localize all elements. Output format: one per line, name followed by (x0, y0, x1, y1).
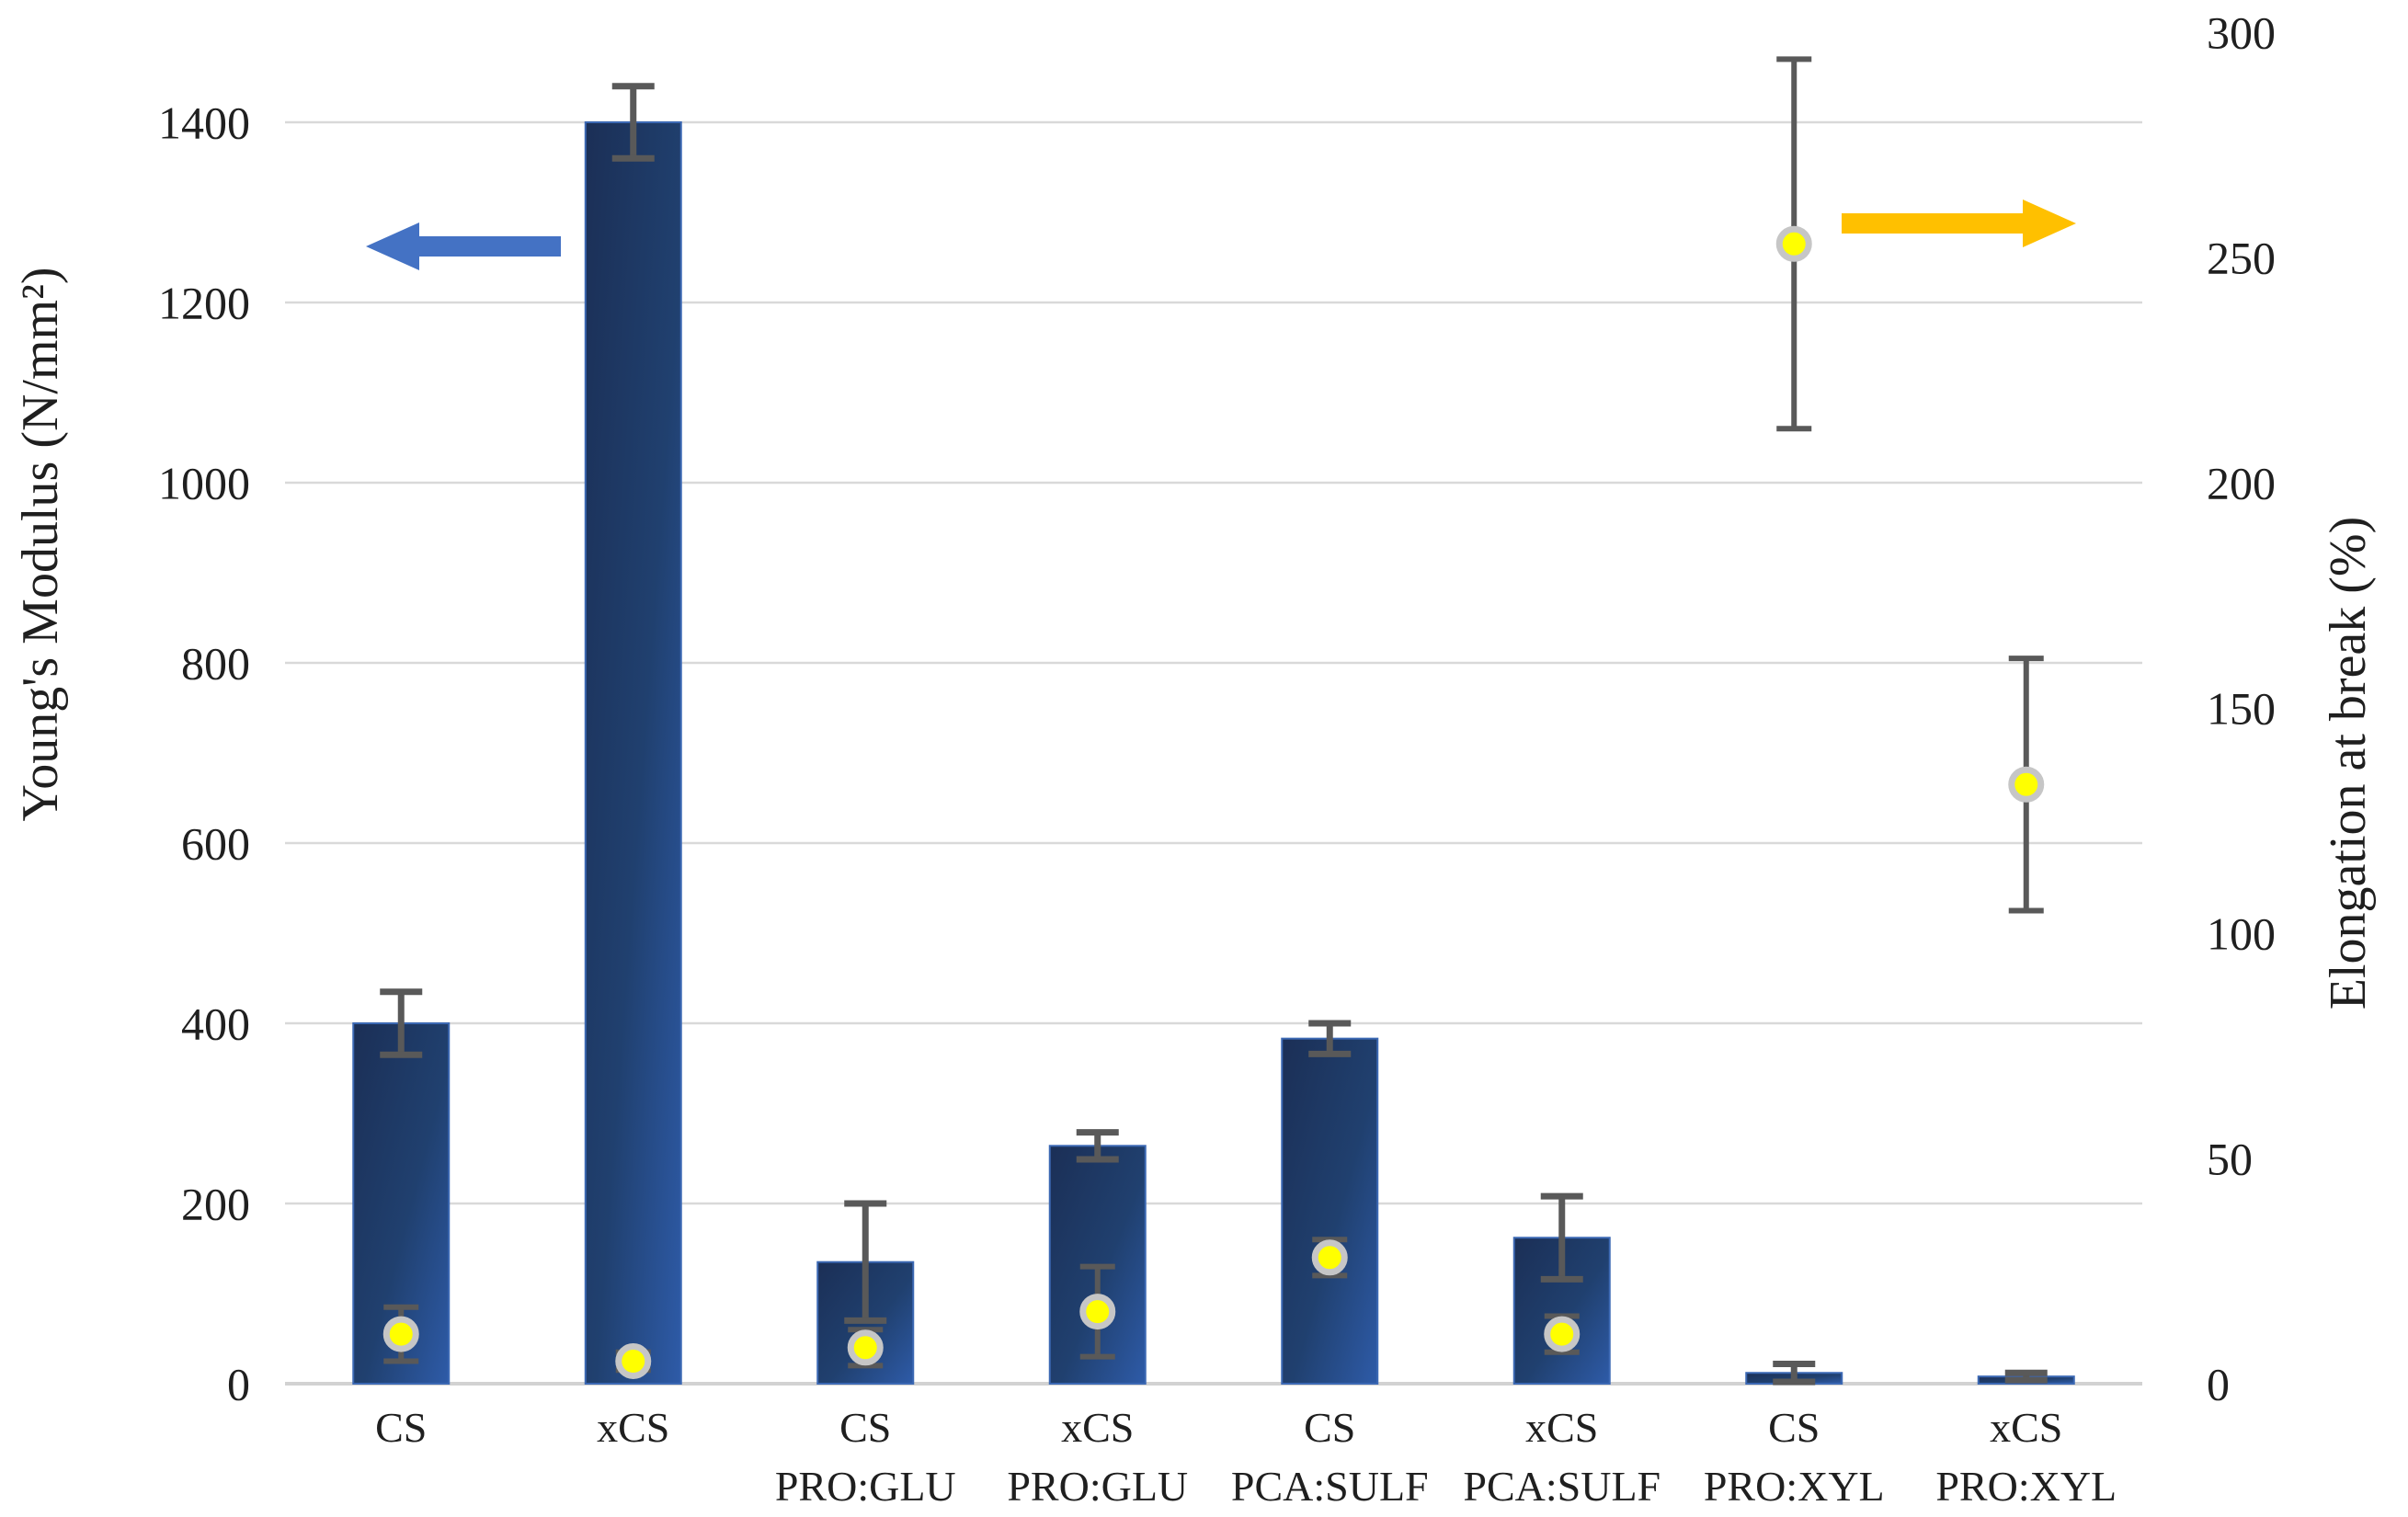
category-label-line2: PRO:XYL (1704, 1463, 1885, 1510)
right-axis-tick-label: 50 (2207, 1134, 2253, 1185)
young-modulus-bar-series (352, 83, 2075, 1386)
bar-cs-pca-sulf (1281, 1037, 1379, 1386)
marker-xcs (615, 1343, 652, 1379)
category-label-line1: xCS (1061, 1404, 1134, 1451)
left-axis-tick-label: 1400 (158, 97, 250, 149)
marker-cs-pro-xyl (1775, 225, 1812, 262)
category-label-line1: CS (1304, 1404, 1355, 1451)
marker-xcs-pca-sulf (1544, 1316, 1581, 1352)
right-axis-tick-label: 250 (2207, 233, 2276, 284)
gridlines (285, 120, 2142, 1386)
bar-xcs (584, 121, 682, 1385)
category-label-line1: xCS (1525, 1404, 1598, 1451)
category-label-line2: PRO:GLU (775, 1463, 956, 1510)
left-axis-tick-label: 600 (181, 818, 250, 870)
right-axis-arrow-icon (1842, 200, 2076, 247)
elongation-scatter-series (382, 56, 2045, 1379)
category-label-line2: PRO:XYL (1935, 1463, 2117, 1510)
right-axis-tick-label: 100 (2207, 908, 2276, 960)
category-label-line1: CS (839, 1404, 891, 1451)
category-label-line2: PCA:SULF (1463, 1463, 1660, 1510)
right-axis-tick-label: 300 (2207, 7, 2276, 59)
category-label-line2: PRO:GLU (1007, 1463, 1188, 1510)
marker-cs-pca-sulf (1311, 1239, 1348, 1276)
left-axis-title: Young's Modulus (N/mm²) (12, 267, 69, 821)
category-label-line1: xCS (597, 1404, 669, 1451)
marker-cs-pro-glu (847, 1329, 884, 1366)
right-axis-title: Elongation at break (%) (2320, 517, 2377, 1009)
marker-cs (382, 1316, 419, 1352)
category-label-line1: CS (375, 1404, 427, 1451)
left-axis-tick-label: 1200 (158, 278, 250, 329)
category-label-line1: CS (1768, 1404, 1820, 1451)
left-axis-tick-label: 1000 (158, 458, 250, 509)
axis-tick-labels: 0 200 400 600 800 1000 1200 1400 0 50 100 150 200 250… (158, 7, 2276, 1410)
right-axis-tick-label: 200 (2207, 458, 2276, 509)
category-axis-labels: CS xCS CS PRO:GLU xCS PRO:GLU CS PCA:SULF xCS PCA… (375, 1404, 2117, 1510)
left-axis-tick-label: 0 (227, 1359, 250, 1410)
left-axis-tick-label: 400 (181, 998, 250, 1050)
category-label-line1: xCS (1990, 1404, 2062, 1451)
marker-xcs-pro-glu (1079, 1294, 1116, 1330)
right-axis-tick-label: 150 (2207, 683, 2276, 735)
marker-xcs-pro-xyl (2008, 766, 2045, 803)
left-axis-tick-label: 800 (181, 638, 250, 690)
left-axis-tick-label: 200 (181, 1179, 250, 1230)
left-axis-arrow-icon (366, 222, 561, 270)
right-axis-tick-label: 0 (2207, 1359, 2230, 1410)
category-label-line2: PCA:SULF (1231, 1463, 1429, 1510)
